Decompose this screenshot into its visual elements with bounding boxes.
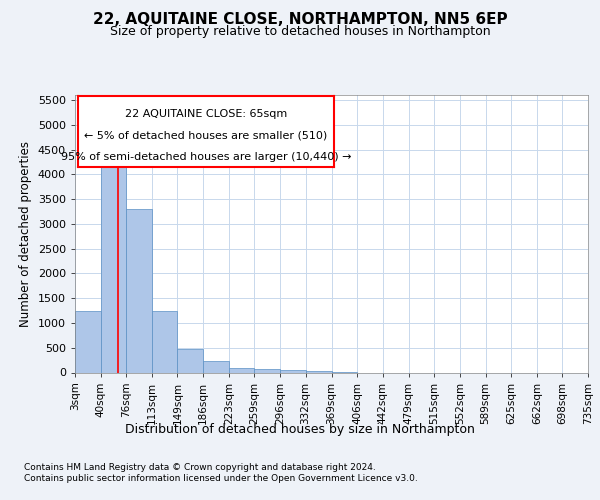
Text: Contains HM Land Registry data © Crown copyright and database right 2024.: Contains HM Land Registry data © Crown c… (24, 462, 376, 471)
Bar (280, 370, 305, 372)
Bar (178, 348, 203, 372)
Y-axis label: Number of detached properties: Number of detached properties (19, 141, 32, 327)
Text: 22, AQUITAINE CLOSE, NORTHAMPTON, NN5 6EP: 22, AQUITAINE CLOSE, NORTHAMPTON, NN5 6E… (92, 12, 508, 28)
Bar (75, 310, 101, 372)
Text: Distribution of detached houses by size in Northampton: Distribution of detached houses by size … (125, 422, 475, 436)
Bar (101, 160, 126, 372)
Bar (305, 371, 331, 372)
Bar (254, 368, 280, 372)
Bar (152, 310, 178, 372)
Bar (126, 209, 152, 372)
Text: Size of property relative to detached houses in Northampton: Size of property relative to detached ho… (110, 25, 490, 38)
Bar (203, 361, 229, 372)
Bar (229, 368, 254, 372)
Text: Contains public sector information licensed under the Open Government Licence v3: Contains public sector information licen… (24, 474, 418, 483)
